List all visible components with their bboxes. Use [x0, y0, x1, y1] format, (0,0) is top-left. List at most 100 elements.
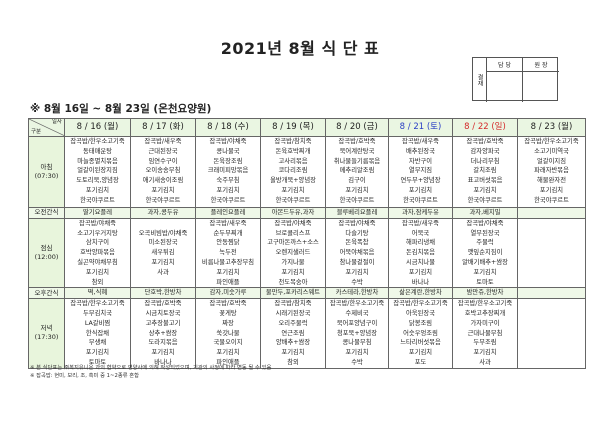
- menu-item: 오리주물럭: [278, 319, 308, 327]
- menu-item: 표고버섯볶음: [467, 177, 503, 185]
- menu-item: 한국야쿠르트: [275, 196, 311, 204]
- menu-item: 브로콜리스프: [275, 229, 311, 237]
- menu-cell: 삶은계란,한방차: [388, 287, 453, 300]
- meal-time: (07:30): [34, 172, 59, 180]
- menu-cell: 잡곡밥/호박죽 북어계란탕국 취나물들기름볶음 메추리알조림 김구이 포기김치 한국야쿠르트: [325, 136, 389, 208]
- menu-cell: [517, 217, 586, 289]
- menu-item: 콩나물국: [216, 147, 240, 155]
- menu-item: 한국야쿠르트: [80, 196, 115, 204]
- menu-cell: 잡곡밥/호박죽 감자양파국 더나리무침 갈치조림 표고버섯볶음 포기김치 한국야쿠르트: [452, 136, 518, 208]
- footnotes: ※ 본 식단표는 ㈜복지유니온 과의 협약으로 영양사에 의해 작성되었으며, …: [30, 364, 271, 380]
- meal-name: 저녁: [40, 324, 53, 333]
- menu-cell: 플레인요플레: [195, 207, 261, 219]
- menu-item: 연두부+양념장: [400, 177, 441, 185]
- menu-item: 토마토: [88, 358, 107, 366]
- day-header: 8 / 23 (월): [517, 118, 586, 137]
- menu-item: 잡곡밥/한우소고기죽: [393, 300, 448, 308]
- menu-item: 포기김치: [151, 349, 175, 357]
- header-row: 일자 구분 8 / 16 (월) 8 / 17 (화) 8 / 18 (수) 8 / …: [28, 118, 586, 137]
- menu-cell: 잡곡밥/야채죽 소고기우거지탕 삼치구이 호박양파볶음 실곤약야채무침 포기김치 참외: [64, 217, 131, 289]
- menu-cell: 잡곡밥/새우죽 순두부찌개 안동찜닭 녹두전 비름나물고추장무침 포기김치 파인애플: [195, 217, 261, 289]
- menu-item: 순두부찌개: [213, 229, 243, 237]
- menu-item: 다슬기탕: [345, 229, 369, 237]
- day-header: 8 / 16 (월): [64, 118, 131, 137]
- menu-item: 얼갈이지짐: [537, 157, 566, 165]
- menu-item: 포기김치: [281, 349, 305, 357]
- menu-item: 무생채: [88, 339, 107, 347]
- menu-cell: 잡곡밥/한우소고기죽 수제비국 북어포양념구이 청포묵+양념장 콩나물무침 포기김치 수박: [325, 298, 389, 369]
- menu-item: 가지나물: [281, 258, 305, 266]
- menu-item: 해물완자전: [537, 177, 566, 185]
- menu-item: LA갈비찜: [84, 319, 111, 327]
- menu-cell: 과자,베지밀: [452, 207, 518, 219]
- menu-item: 두부김치국: [83, 309, 112, 317]
- menu-item: 돈육호박찌개: [275, 147, 311, 155]
- menu-item: 두부조림: [473, 339, 497, 347]
- menu-item: 포기김치: [473, 186, 497, 194]
- menu-item: 짜장: [222, 319, 234, 327]
- menu-item: 한국야쿠르트: [534, 196, 569, 204]
- menu-item: 포기김치: [473, 349, 497, 357]
- menu-item: 딸기요플레: [83, 209, 112, 216]
- menu-item: 열무된장국: [470, 229, 500, 237]
- menu-item: 포기김치: [151, 258, 175, 266]
- meal-name: 오전간식: [34, 208, 59, 217]
- menu-item: 포기김치: [473, 268, 497, 276]
- menu-item: 잡곡밥/호박죽: [466, 138, 504, 145]
- menu-cell: 카스테라,한방차: [325, 287, 389, 300]
- menu-item: 포기김치: [408, 268, 433, 276]
- approval-box: 결재 담 당 원 장: [472, 57, 559, 102]
- menu-cell: 잡곡밥/새우죽 배추된장국 자반구이 열무지짐 연두부+양념장 포기김치 한국야쿠르트: [388, 136, 453, 208]
- diagonal-line: [29, 119, 64, 136]
- approval-label: 결재: [473, 58, 487, 102]
- menu-item: 김구이: [348, 177, 366, 185]
- page-title: 2021년 8월 식 단 표: [220, 39, 380, 58]
- row-label: 저녁 (17:30): [28, 298, 65, 369]
- menu-item: 한국야쿠르트: [403, 196, 438, 204]
- menu-cell: 잡곡밥/야채죽 콩나물국 돈육장조림 크래미피망볶음 숙주무침 포기김치 한국야쿠르트: [195, 136, 261, 208]
- menu-item: 열무지짐: [408, 167, 433, 175]
- menu-item: 잡곡밥/참치죽: [274, 138, 312, 145]
- menu-item: 밤만쥬,한방차: [466, 289, 504, 297]
- menu-item: 청포묵+양념장: [336, 329, 378, 337]
- menu-item: 수박: [351, 278, 363, 286]
- menu-item: 닭봉조림: [408, 319, 433, 327]
- menu-item: 근대나물무침: [467, 329, 503, 337]
- menu-item: 고구마돈까스+소스: [267, 239, 319, 247]
- menu-cell: 잡곡밥/새우죽 어묵국 해파리냉채 돈김치볶음 시금치나물 포기김치 바나나: [388, 217, 453, 289]
- menu-item: 포기김치: [345, 186, 369, 194]
- menu-item: 돈육폭찹: [345, 239, 369, 247]
- menu-cell: 잡곡밥/한우소고기죽 동태매운탕 마늘종멸치볶음 얼갈이된장지짐 도토리묵,양념장 포기김…: [64, 136, 131, 208]
- meal-row: 아침 (07:30) 잡곡밥/한우소고기죽 동태매운탕 마늘종멸치볶음 얼갈이된장지짐 도토…: [28, 136, 586, 208]
- menu-item: 포기김치: [408, 349, 433, 357]
- menu-item: 주물럭: [476, 239, 494, 247]
- menu-item: 포기김치: [85, 268, 110, 276]
- menu-item: 국물오이지: [213, 339, 243, 347]
- menu-cell: 감자,미숫가루: [195, 287, 261, 300]
- menu-item: 잡곡밥/야채죽: [466, 219, 504, 227]
- menu-item: 가자미구이: [470, 319, 500, 327]
- menu-cell: 잡곡밥/한우소고기죽 아욱된장국 닭봉조림 어슷우엉조림 느타리버섯볶음 포기김치 포도: [388, 298, 453, 369]
- menu-item: 과자,베지밀: [469, 209, 501, 216]
- menu-item: 어묵국: [411, 229, 430, 237]
- menu-item: 갈치조림: [473, 167, 497, 175]
- menu-item: 잡곡밥/한우소고기죽: [329, 300, 385, 308]
- day-header: 8 / 21 (토): [388, 118, 453, 137]
- menu-cell: 물만두,포카리스웨트: [260, 287, 326, 300]
- menu-item: 포기김치: [345, 349, 369, 357]
- menu-item: 오렌지샐러드: [275, 249, 311, 257]
- menu-item: 상추+쌈장: [148, 329, 178, 337]
- menu-cell: 잡곡밥/야채죽 열무된장국 주물럭 깻잎순지짐이 알배기배추+쌈장 포기김치 토마토: [452, 217, 518, 289]
- menu-item: 단호박,한방차: [144, 289, 182, 297]
- menu-item: 카스테라,한방차: [335, 289, 379, 297]
- snack-row: 오후간식 떡,식혜 단호박,한방차 감자,미숫가루 물만두,포카리스웨트 카스테라,한방차…: [28, 287, 586, 300]
- menu-cell: 잡곡밥/한우소고기죽 두부김치국 LA갈비찜 한식잡채 무생채 포기김치 토마토: [64, 298, 131, 369]
- menu-item: 포기김치: [216, 186, 240, 194]
- menu-item: 어슷우엉조림: [403, 329, 438, 337]
- menu-item: 플레인요플레: [210, 209, 246, 216]
- menu-item: 수제비국: [345, 309, 369, 317]
- menu-item: 잡곡밥/새우죽: [209, 219, 247, 227]
- menu-item: 사과: [157, 268, 169, 276]
- menu-item: 천도복숭아: [278, 278, 308, 286]
- menu-cell: 잡곡밥/참치죽 시래기된장국 오리주물럭 연근조림 양배추+쌈장 포기김치 참외: [260, 298, 326, 369]
